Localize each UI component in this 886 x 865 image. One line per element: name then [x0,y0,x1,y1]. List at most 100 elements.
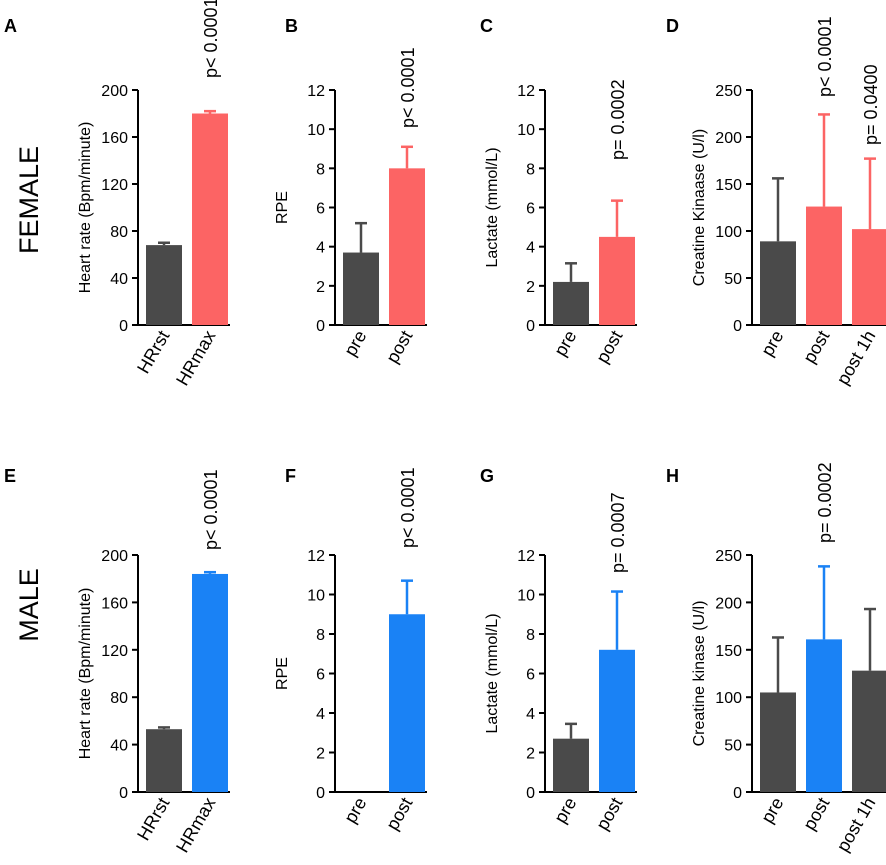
p-value-annotation: p< 0.0001 [201,469,221,550]
bar-post-1h [852,670,886,792]
bar-pre [760,241,796,325]
panel-C: C 0 2 4 6 8 10 12 Lactate (mmol/L) pre post p= 0.00… [480,16,637,366]
y-tick-label: 0 [316,785,325,802]
bar-pre [343,252,379,325]
y-tick-label: 0 [733,785,742,802]
y-tick-label: 0 [119,785,128,802]
y-tick-label: 6 [526,667,535,684]
y-tick-label: 8 [316,161,325,178]
bar-pre [760,692,796,792]
y-axis-label: Heart rate (Bpm/minute) [77,122,94,294]
y-tick-label: 50 [724,271,742,288]
bar-post [599,649,635,792]
y-tick-label: 6 [316,667,325,684]
panel-letter: B [285,16,298,36]
y-tick-label: 80 [110,224,128,241]
y-tick-label: 0 [316,318,325,335]
y-tick-label: 100 [715,690,742,707]
y-tick-label: 8 [316,627,325,644]
y-tick-label: 2 [316,746,325,763]
y-tick-label: 10 [517,588,535,605]
panel-letter: E [4,466,16,486]
y-axis-label: Heart rate (Bpm/minute) [77,588,94,760]
y-tick-label: 6 [316,201,325,218]
bar-HRrst [146,245,182,325]
y-tick-label: 120 [101,177,128,194]
panel-letter: H [666,466,679,486]
panel-H: H 0 50 100 150 200 250 Creatine kinase (U/l) pre… [666,462,886,855]
y-axis-label: Lactate (mmol/L) [484,613,501,733]
p-value-annotation: p= 0.0002 [608,79,628,160]
category-label: pre [340,327,370,360]
y-tick-label: 2 [316,279,325,296]
y-tick-label: 40 [110,738,128,755]
bar-post [389,614,425,792]
y-tick-label: 40 [110,271,128,288]
bar-post [389,168,425,325]
row-label-male: MALE [14,568,44,642]
y-tick-label: 8 [526,627,535,644]
y-tick-label: 200 [715,595,742,612]
y-tick-label: 80 [110,690,128,707]
p-value-annotation: p< 0.0001 [815,16,835,97]
category-label: post [382,327,416,366]
y-tick-label: 150 [715,177,742,194]
y-tick-label: 12 [307,548,325,565]
y-tick-label: 4 [316,240,325,257]
y-tick-label: 200 [715,130,742,147]
panel-letter: D [666,16,679,36]
category-label: post 1h [833,794,880,855]
category-label: pre [550,794,580,827]
y-tick-label: 250 [715,83,742,100]
y-tick-label: 200 [101,548,128,565]
y-tick-label: 4 [526,240,535,257]
y-tick-label: 2 [526,279,535,296]
y-tick-label: 4 [316,706,325,723]
y-tick-label: 0 [526,785,535,802]
bar-post [599,236,635,325]
y-tick-label: 12 [307,83,325,100]
category-label: post 1h [833,327,880,388]
p-value-annotation: p< 0.0001 [398,47,418,128]
p-value-annotation: p= 0.0400 [861,64,881,145]
y-axis-label: Creatine kinase (U/l) [691,601,708,747]
y-tick-label: 160 [101,130,128,147]
panel-B: B 0 2 4 6 8 10 12 RPE pre post p< 0.0001 [274,16,427,366]
y-tick-label: 0 [119,318,128,335]
y-tick-label: 250 [715,548,742,565]
category-label: HRrst [133,327,173,377]
panel-letter: F [285,466,296,486]
panel-F: F 0 2 4 6 8 10 12 RPE pre post p< 0.0001 [274,466,427,833]
bar-pre [553,281,589,325]
bar-post [806,639,842,792]
y-axis-label: RPE [274,657,291,690]
y-tick-label: 120 [101,643,128,660]
panel-D: D 0 50 100 150 200 250 Creatine Kinaase (U/l) pr… [666,16,886,388]
y-tick-label: 50 [724,738,742,755]
bar-HRrst [146,729,182,792]
y-tick-label: 10 [307,588,325,605]
y-tick-label: 12 [517,548,535,565]
bar-HRmax [192,113,228,325]
p-value-annotation: p< 0.0001 [201,0,221,78]
category-label: post [799,794,833,833]
y-axis-label: Creatine Kinaase (U/l) [691,129,708,286]
y-tick-label: 100 [715,224,742,241]
y-tick-label: 0 [733,318,742,335]
bar-HRmax [192,573,228,792]
category-label: pre [340,794,370,827]
panel-G: G 0 2 4 6 8 10 12 Lactate (mmol/L) pre post p= 0.00… [480,466,637,833]
category-label: pre [757,794,787,827]
panel-E: E 0 40 80 120 160 200 Heart rate (Bpm/minute) HR… [4,466,230,856]
y-axis-label: Lactate (mmol/L) [484,147,501,267]
category-label: post [592,794,626,833]
category-label: HRmax [172,794,219,856]
category-label: post [799,327,833,366]
category-label: HRmax [172,327,219,389]
y-tick-label: 12 [517,83,535,100]
y-tick-label: 200 [101,83,128,100]
category-label: HRrst [133,794,173,844]
y-tick-label: 6 [526,201,535,218]
y-tick-label: 8 [526,161,535,178]
